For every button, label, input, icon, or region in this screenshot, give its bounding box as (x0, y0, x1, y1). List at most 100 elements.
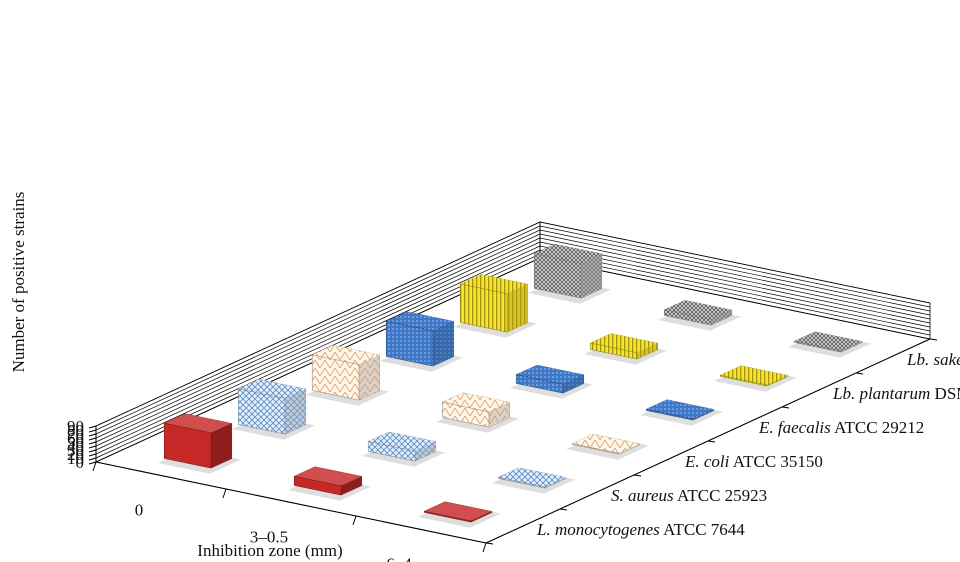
bar-top-pattern (442, 392, 510, 412)
x-axis-title: Inhibition zone (mm) (197, 541, 342, 560)
gridline (95, 229, 931, 435)
bar-front (459, 283, 508, 333)
y-tick-label: 70 (67, 425, 84, 444)
bar-top-pattern (590, 333, 658, 353)
bar-front (515, 374, 564, 394)
y-tick-label: 80 (67, 421, 84, 440)
bar-top-pattern (572, 434, 640, 454)
x-tick (222, 488, 227, 499)
y-axis-title: Number of positive strains (9, 192, 28, 373)
gridline (95, 225, 931, 431)
bar-top-pattern (368, 431, 436, 452)
gridline (95, 221, 931, 427)
bar-front (589, 342, 638, 360)
y-tick-label: 10 (67, 449, 84, 468)
y-tick (88, 437, 97, 441)
y-tick-label: 40 (67, 437, 84, 456)
bar-side-pattern (489, 402, 510, 428)
series-label: E. faecalis ATCC 29212 (758, 418, 924, 437)
bar-top-pattern (386, 311, 454, 331)
series-tick (559, 508, 568, 511)
bar-side-pattern (507, 284, 528, 333)
bar-front (663, 309, 712, 326)
gridline (95, 241, 931, 447)
bar (528, 243, 611, 304)
bar-top-pattern (720, 365, 788, 385)
bar-side-pattern (711, 310, 732, 326)
series-label: L. monocytogenes ATCC 7644 (536, 520, 745, 539)
bar (566, 433, 649, 460)
bar (454, 274, 537, 338)
bar-side-pattern (767, 375, 788, 387)
bar (584, 333, 667, 365)
bar-front (293, 475, 342, 496)
bar-side-pattern (841, 341, 862, 353)
bar-front (719, 374, 768, 387)
bar-front (163, 422, 212, 469)
bar (436, 392, 519, 433)
x-axis-line (95, 461, 487, 544)
bar-side-pattern (693, 409, 714, 421)
bars-group (158, 243, 871, 528)
series-label: Lb. sakei subsp. sakei DSMZ 20017 (906, 350, 960, 369)
x-tick-label: 6–4 (386, 555, 412, 562)
bar-front (533, 253, 582, 299)
bar (492, 467, 575, 494)
bar-top-highlight (294, 466, 362, 486)
bar (788, 331, 871, 358)
y-tick-label: 30 (67, 441, 84, 460)
series-label: Lb. plantarum DSMZ 20174 (832, 384, 960, 403)
bar (288, 466, 371, 501)
bar-front (441, 401, 490, 428)
bar (306, 345, 389, 406)
y-tick (88, 429, 97, 433)
y-tick-label: 90 (67, 417, 84, 436)
bar-front (793, 340, 842, 353)
y-tick (88, 457, 97, 461)
bar-side-pattern (433, 321, 454, 367)
bar (232, 379, 315, 440)
y-tick (88, 453, 97, 457)
bar-side-pattern (637, 343, 658, 360)
series-tick (633, 474, 642, 477)
y-tick (88, 449, 97, 453)
bar-top-highlight (424, 501, 492, 521)
bar-side-pattern (581, 253, 602, 299)
x-tick (92, 461, 97, 472)
y-tick (88, 425, 97, 429)
bar-top-pattern (238, 379, 306, 399)
bar (640, 399, 723, 426)
bar-top-pattern (534, 244, 602, 264)
bar-side-pattern (563, 374, 584, 394)
bar-side-pattern (285, 389, 306, 435)
bar-front (367, 441, 416, 462)
bar (510, 364, 593, 399)
bar-top-pattern (312, 345, 380, 365)
bar-front (645, 408, 694, 421)
y-tick (88, 433, 97, 437)
series-tick (855, 372, 864, 375)
series-label: E. coli ATCC 35150 (684, 452, 823, 471)
bar-side-pattern (359, 355, 380, 401)
bar-top-pattern (516, 365, 584, 385)
x-tick (352, 515, 357, 526)
bar-top-pattern (498, 467, 566, 487)
bar-side-pattern (415, 441, 436, 462)
y-tick (88, 445, 97, 449)
series-tick (707, 440, 716, 443)
y-tick (88, 461, 97, 465)
gridline (95, 237, 931, 443)
x-tick-label: 3–0.5 (250, 528, 288, 547)
x-tick (482, 542, 487, 553)
series-tick (485, 542, 494, 545)
bar-front (497, 476, 546, 489)
bar (658, 300, 741, 331)
bar-front (311, 354, 360, 401)
bar (158, 413, 241, 474)
bar (380, 311, 463, 372)
series-tick (929, 338, 938, 341)
bar (362, 431, 445, 467)
series-tick (781, 406, 790, 409)
